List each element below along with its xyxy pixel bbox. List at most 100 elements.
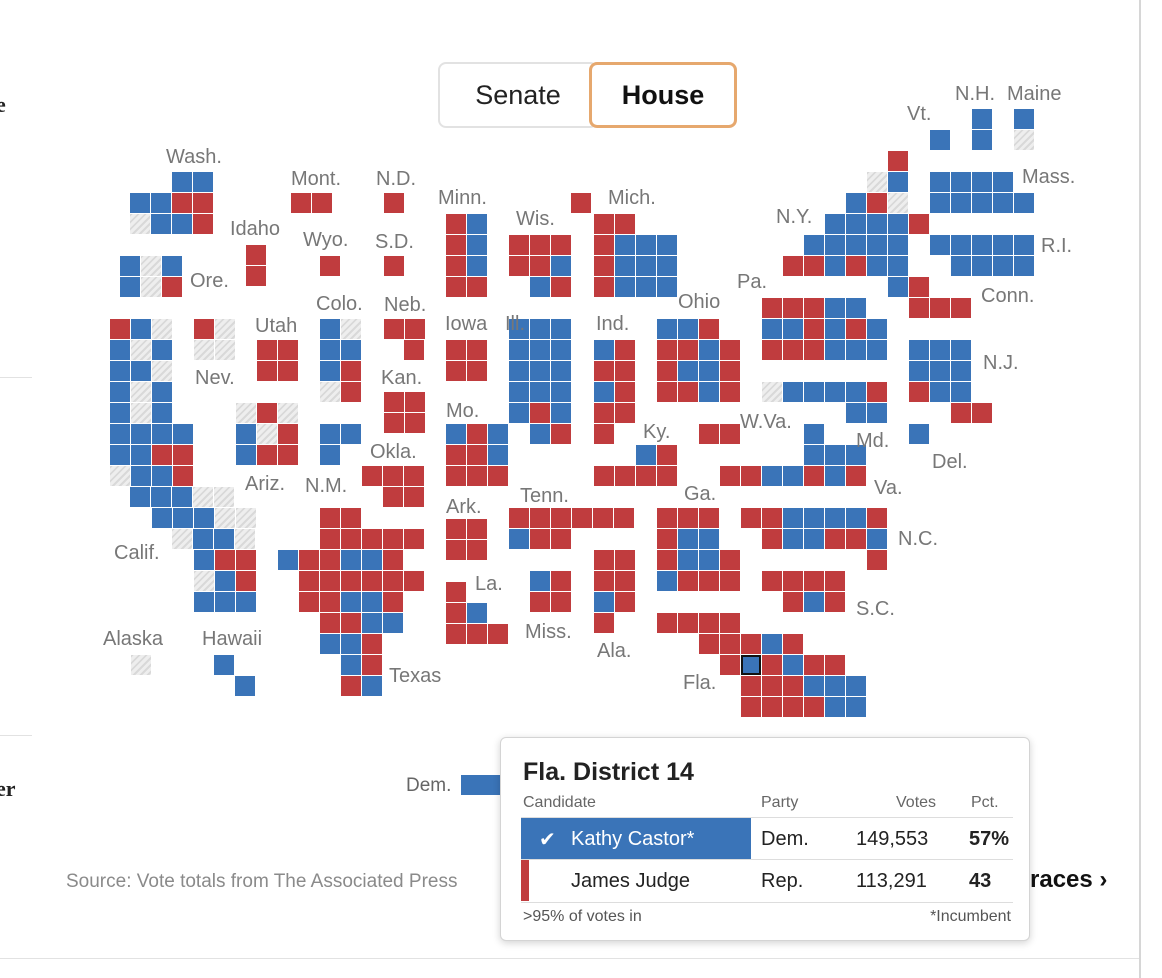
district-cell[interactable]	[741, 634, 761, 654]
district-cell[interactable]	[804, 319, 824, 339]
district-cell[interactable]	[741, 697, 761, 717]
district-cell[interactable]	[404, 571, 424, 591]
district-cell[interactable]	[1014, 109, 1034, 129]
district-cell[interactable]	[130, 214, 150, 234]
district-cell[interactable]	[362, 529, 382, 549]
district-cell[interactable]	[488, 466, 508, 486]
district-cell[interactable]	[804, 235, 824, 255]
district-cell[interactable]	[615, 277, 635, 297]
district-cell[interactable]	[173, 445, 193, 465]
district-cell[interactable]	[151, 193, 171, 213]
district-cell[interactable]	[678, 340, 698, 360]
district-cell[interactable]	[657, 445, 677, 465]
district-cell[interactable]	[152, 424, 172, 444]
district-cell[interactable]	[509, 508, 529, 528]
district-cell[interactable]	[678, 613, 698, 633]
district-cell[interactable]	[762, 382, 782, 402]
district-cell[interactable]	[384, 392, 404, 412]
district-cell[interactable]	[110, 382, 130, 402]
district-cell[interactable]	[246, 266, 266, 286]
district-cell[interactable]	[384, 256, 404, 276]
district-cell[interactable]	[446, 624, 466, 644]
district-cell[interactable]	[909, 424, 929, 444]
district-cell[interactable]	[783, 697, 803, 717]
district-cell[interactable]	[825, 571, 845, 591]
district-cell[interactable]	[762, 319, 782, 339]
district-cell[interactable]	[152, 340, 172, 360]
district-cell[interactable]	[846, 676, 866, 696]
district-cell[interactable]	[151, 487, 171, 507]
district-cell[interactable]	[678, 319, 698, 339]
district-cell[interactable]	[383, 613, 403, 633]
district-cell[interactable]	[930, 298, 950, 318]
district-cell[interactable]	[615, 571, 635, 591]
district-cell[interactable]	[636, 235, 656, 255]
district-cell[interactable]	[362, 655, 382, 675]
district-cell[interactable]	[657, 340, 677, 360]
district-cell[interactable]	[783, 319, 803, 339]
district-cell[interactable]	[551, 382, 571, 402]
district-cell[interactable]	[951, 193, 971, 213]
district-cell[interactable]	[972, 256, 992, 276]
district-cell[interactable]	[551, 529, 571, 549]
district-cell[interactable]	[130, 487, 150, 507]
district-cell[interactable]	[320, 529, 340, 549]
district-cell[interactable]	[193, 172, 213, 192]
district-cell[interactable]	[657, 508, 677, 528]
district-cell[interactable]	[909, 340, 929, 360]
district-cell[interactable]	[404, 529, 424, 549]
district-cell[interactable]	[636, 277, 656, 297]
district-cell[interactable]	[678, 529, 698, 549]
district-cell[interactable]	[341, 529, 361, 549]
district-cell[interactable]	[825, 697, 845, 717]
district-cell[interactable]	[278, 424, 298, 444]
district-cell[interactable]	[215, 550, 235, 570]
district-cell[interactable]	[404, 340, 424, 360]
district-cell[interactable]	[678, 571, 698, 591]
district-cell[interactable]	[825, 592, 845, 612]
district-cell[interactable]	[720, 634, 740, 654]
district-cell[interactable]	[720, 424, 740, 444]
district-cell[interactable]	[278, 361, 298, 381]
district-cell[interactable]	[762, 529, 782, 549]
district-cell[interactable]	[530, 424, 550, 444]
district-cell[interactable]	[951, 403, 971, 423]
district-cell[interactable]	[867, 193, 887, 213]
district-cell[interactable]	[384, 413, 404, 433]
district-cell[interactable]	[783, 676, 803, 696]
district-cell[interactable]	[993, 235, 1013, 255]
district-cell[interactable]	[762, 298, 782, 318]
district-cell[interactable]	[699, 340, 719, 360]
district-cell[interactable]	[594, 235, 614, 255]
district-cell[interactable]	[804, 466, 824, 486]
district-cell[interactable]	[131, 655, 151, 675]
district-cell[interactable]	[571, 193, 591, 213]
district-cell[interactable]	[888, 214, 908, 234]
district-cell[interactable]	[720, 382, 740, 402]
district-cell[interactable]	[951, 361, 971, 381]
district-cell[interactable]	[551, 235, 571, 255]
senate-tab[interactable]: Senate	[438, 62, 598, 128]
district-cell[interactable]	[446, 445, 466, 465]
district-cell[interactable]	[846, 529, 866, 549]
district-cell[interactable]	[446, 582, 466, 602]
district-cell[interactable]	[162, 256, 182, 276]
district-cell[interactable]	[804, 424, 824, 444]
district-cell[interactable]	[383, 529, 403, 549]
district-cell[interactable]	[278, 403, 298, 423]
district-cell[interactable]	[846, 697, 866, 717]
district-cell[interactable]	[509, 340, 529, 360]
district-cell[interactable]	[110, 445, 130, 465]
district-cell[interactable]	[657, 235, 677, 255]
district-cell[interactable]	[362, 550, 382, 570]
district-cell[interactable]	[594, 361, 614, 381]
district-cell[interactable]	[467, 466, 487, 486]
district-cell[interactable]	[888, 193, 908, 213]
district-cell[interactable]	[152, 403, 172, 423]
district-cell[interactable]	[257, 445, 277, 465]
district-cell[interactable]	[594, 613, 614, 633]
district-cell[interactable]	[594, 340, 614, 360]
district-cell[interactable]	[257, 424, 277, 444]
district-cell[interactable]	[804, 529, 824, 549]
district-cell[interactable]	[551, 508, 571, 528]
